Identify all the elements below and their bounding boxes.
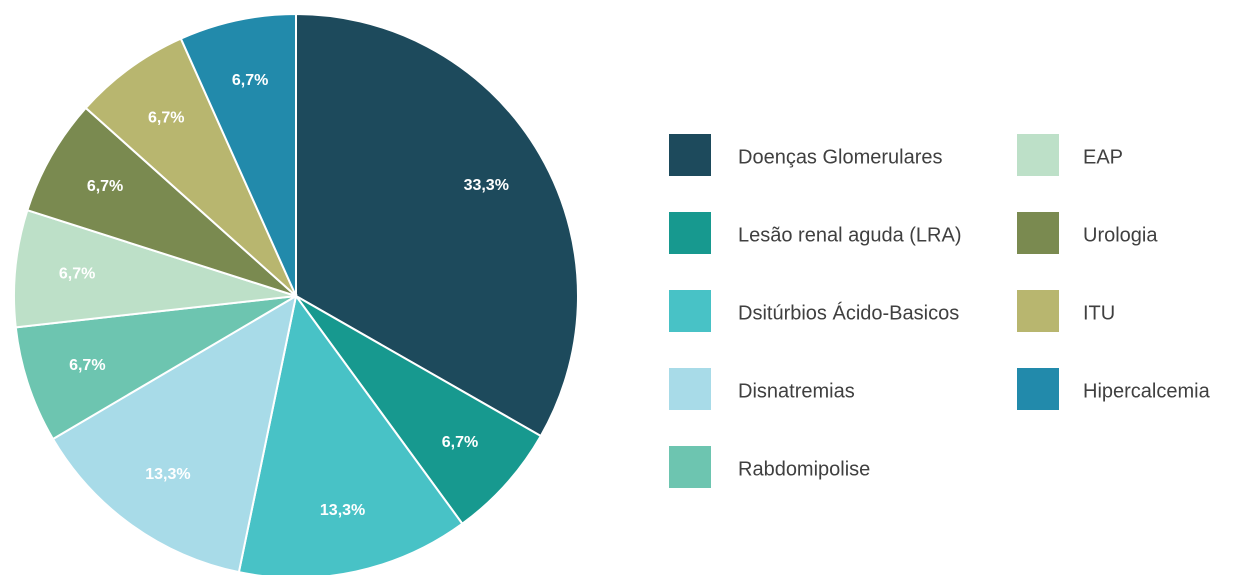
legend-label: Dsitúrbios Ácido-Basicos [738,301,959,324]
slice-label: 13,3% [320,502,365,519]
legend-label: Urologia [1083,224,1158,246]
legend-label: Disnatremias [738,380,855,402]
pie-slice [295,12,579,438]
legend-swatch [669,290,711,332]
pie-slice [295,295,543,526]
pie-slice [237,293,464,575]
legend-label: Rabdomipolise [738,458,870,480]
pie-slice [26,106,297,297]
legend-swatch [669,446,711,488]
legend-label: ITU [1083,302,1115,324]
slice-label: 6,7% [69,357,105,374]
pie-slice [51,293,298,574]
slice-label: 6,7% [148,110,184,127]
pie-slice [13,208,297,329]
slice-label: 6,7% [442,434,478,451]
legend-swatch [1017,134,1059,176]
pie-slice [179,12,297,297]
legend-swatch [669,212,711,254]
legend-swatch [669,134,711,176]
legend-label: EAP [1083,146,1123,168]
legend-swatch [669,368,711,410]
slice-label: 6,7% [232,72,268,89]
legend-swatch [1017,290,1059,332]
legend-swatch [1017,212,1059,254]
slice-label: 13,3% [145,466,190,483]
pie-slice [14,295,297,441]
legend-swatch [1017,368,1059,410]
pie-slice [84,37,297,297]
slice-label: 6,7% [59,266,95,283]
legend-label: Lesão renal aguda (LRA) [738,224,961,246]
legend-label: Hipercalcemia [1083,380,1211,402]
slice-label: 6,7% [87,178,123,195]
slice-label: 33,3% [464,177,509,194]
legend-label: Doenças Glomerulares [738,146,943,168]
